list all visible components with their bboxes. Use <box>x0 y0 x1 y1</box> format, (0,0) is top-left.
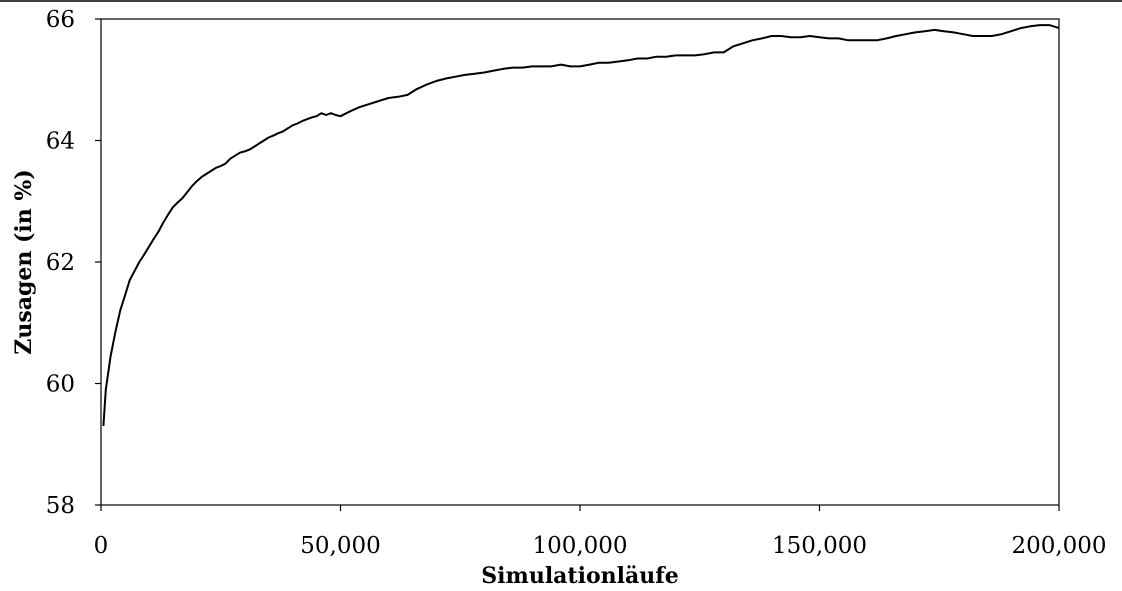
x-axis-title: Simulationläufe <box>481 563 678 589</box>
series-layer <box>102 24 1060 427</box>
y-axis-ticks: 58 60 62 64 66 <box>46 7 101 519</box>
x-tick-label: 150,000 <box>772 533 867 559</box>
x-axis-ticks: 0 50,000 100,000 150,000 200,000 <box>94 505 1107 559</box>
y-tick-label: 58 <box>46 493 75 519</box>
y-axis-title: Zusagen (in %) <box>11 169 37 354</box>
y-tick-label: 64 <box>46 129 75 155</box>
plot-area-border <box>100 18 1060 506</box>
y-tick-label: 66 <box>46 7 75 33</box>
x-tick-label: 100,000 <box>532 533 627 559</box>
plot-frame <box>100 18 1060 506</box>
x-tick-label: 0 <box>94 533 109 559</box>
x-tick-label: 50,000 <box>300 533 380 559</box>
y-tick-label: 62 <box>46 250 75 276</box>
y-tick-label: 60 <box>46 372 75 398</box>
series-line <box>102 24 1060 427</box>
x-tick-label: 200,000 <box>1011 533 1106 559</box>
